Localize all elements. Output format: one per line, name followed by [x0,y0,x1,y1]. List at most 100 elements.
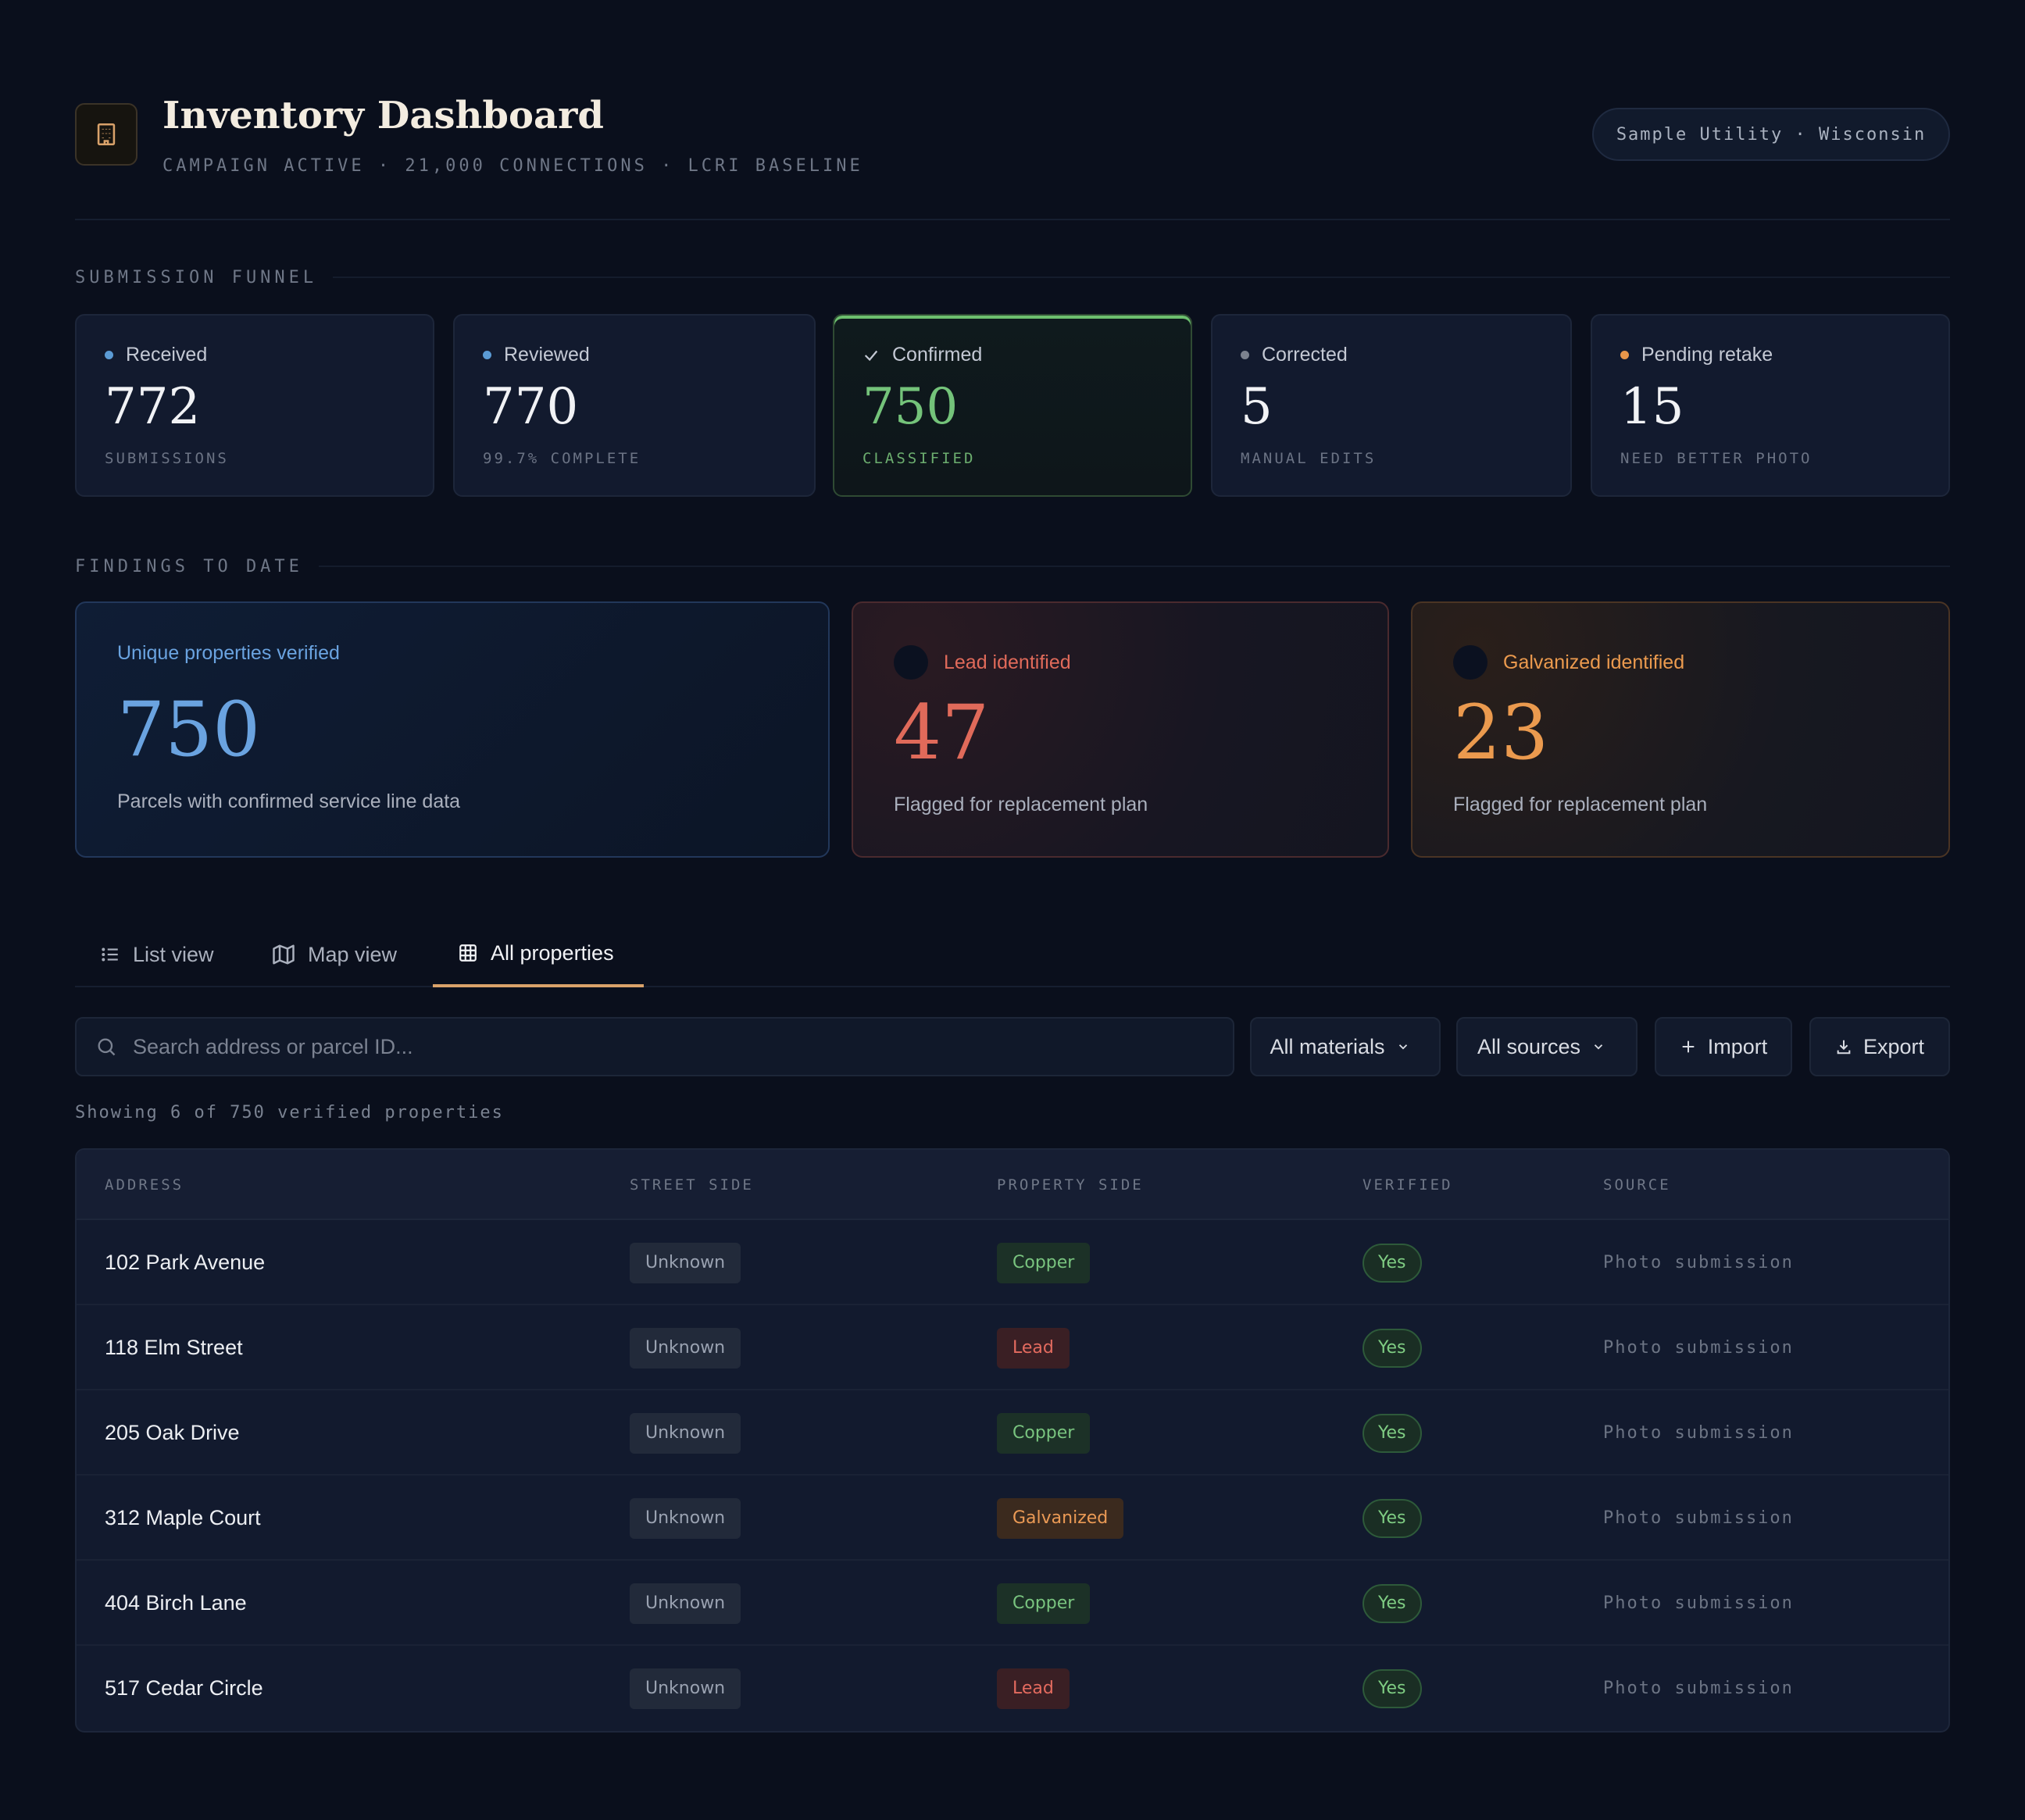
page-subtitle: CAMPAIGN ACTIVE · 21,000 CONNECTIONS · L… [162,156,863,176]
funnel-card-value: 772 [105,378,201,436]
section-label-funnel: SUBMISSION FUNNEL [75,266,1950,289]
cell-source: Photo submission [1603,1679,1794,1698]
section-label-findings: FINDINGS TO DATE [75,555,1950,578]
logo [75,103,138,166]
cell-address: 404 Birch Lane [105,1591,247,1615]
property-side-badge: Copper [997,1242,1091,1283]
list-icon [102,947,118,962]
cell-source: Photo submission [1603,1593,1794,1613]
search-input[interactable] [133,1034,1211,1059]
kpi-card-galvanized: Galvanized identified 23 Flagged for rep… [1411,601,1950,858]
property-side-badge: Lead [997,1668,1070,1709]
table-row[interactable]: 102 Park Avenue Unknown Copper Yes Photo… [77,1220,1948,1305]
verified-badge: Yes [1362,1498,1422,1538]
funnel-card-sub: 99.7% COMPLETE [483,450,641,467]
view-tabs: List view Map view All properties [75,922,1950,987]
property-side-badge: Galvanized [997,1497,1124,1539]
street-side-badge: Unknown [630,1412,741,1454]
funnel-card-received: Received 772 SUBMISSIONS [75,314,434,497]
import-label: Import [1707,1034,1768,1058]
kpi-card-verified: Unique properties verified 750 Parcels w… [75,601,830,858]
street-side-badge: Unknown [630,1668,741,1709]
funnel-card-value: 770 [483,378,579,436]
kpi-label: Galvanized identified [1503,651,1685,673]
tab-label: List view [133,942,214,966]
verified-badge: Yes [1362,1413,1422,1453]
export-label: Export [1862,1034,1925,1058]
status-dot [1241,351,1249,359]
street-side-badge: Unknown [630,1497,741,1539]
page-title: Inventory Dashboard [162,94,604,137]
property-side-badge: Lead [997,1327,1070,1369]
table-row[interactable]: 312 Maple Court Unknown Galvanized Yes P… [77,1476,1948,1561]
funnel-card-label: Confirmed [892,344,983,366]
plus-icon [1682,1040,1695,1053]
verified-badge: Yes [1362,1668,1422,1708]
kpi-label: Lead identified [944,651,1071,673]
property-side-badge: Copper [997,1583,1091,1624]
import-button[interactable]: Import [1655,1017,1792,1076]
materials-dropdown[interactable]: All materials [1250,1017,1441,1076]
kpi-value: 23 [1453,689,1549,776]
cell-source: Photo submission [1603,1423,1794,1443]
findings: Unique properties verified 750 Parcels w… [75,601,1950,858]
status-dot [483,351,491,359]
kpi-desc: Flagged for replacement plan [894,794,1148,815]
funnel-card-reviewed: Reviewed 770 99.7% COMPLETE [453,314,816,497]
kpi-label: Unique properties verified [117,642,340,664]
funnel-card-corrected: Corrected 5 MANUAL EDITS [1211,314,1572,497]
chevron-down-icon [1398,1044,1407,1050]
column-header-source[interactable]: SOURCE [1603,1176,1671,1194]
tab-list-view[interactable]: List view [100,922,214,987]
check-icon [864,350,878,361]
header: Inventory Dashboard CAMPAIGN ACTIVE · 21… [75,94,1950,220]
kpi-desc: Flagged for replacement plan [1453,794,1708,815]
funnel-card-label: Corrected [1262,344,1348,366]
street-side-badge: Unknown [630,1327,741,1369]
status-dot [105,351,113,359]
building-icon [97,123,116,146]
kpi-value: 47 [894,689,990,776]
lead-icon [894,645,928,680]
cell-address: 312 Maple Court [105,1506,261,1529]
toolbar: All materials All sources Import Export [75,1017,1950,1076]
funnel-card-sub: CLASSIFIED [862,450,976,467]
header-divider [75,219,1950,220]
export-button[interactable]: Export [1809,1017,1950,1076]
table-row[interactable]: 205 Oak Drive Unknown Copper Yes Photo s… [77,1390,1948,1476]
status-dot [1620,351,1629,359]
verified-badge: Yes [1362,1583,1422,1623]
funnel-card-sub: NEED BETTER PHOTO [1620,450,1812,467]
property-side-badge: Copper [997,1412,1091,1454]
utility-badge: Sample Utility · Wisconsin [1592,108,1950,161]
tab-label: Map view [308,942,398,966]
table-row[interactable]: 404 Birch Lane Unknown Copper Yes Photo … [77,1561,1948,1646]
tab-all-properties[interactable]: All properties [433,922,644,987]
column-header-verified[interactable]: VERIFIED [1362,1176,1453,1194]
chevron-down-icon [1594,1044,1603,1050]
column-header-property-side[interactable]: PROPERTY SIDE [997,1176,1144,1194]
table-row[interactable]: 517 Cedar Circle Unknown Lead Yes Photo … [77,1646,1948,1731]
cell-address: 102 Park Avenue [105,1251,266,1274]
column-header-address[interactable]: ADDRESS [105,1176,184,1194]
search-box [75,1017,1234,1076]
download-icon [1837,1040,1851,1055]
funnel-card-label: Pending retake [1641,344,1773,366]
results-count: Showing 6 of 750 verified properties [75,1103,504,1122]
cell-source: Photo submission [1603,1338,1794,1358]
sources-dropdown[interactable]: All sources [1456,1017,1638,1076]
table-row[interactable]: 118 Elm Street Unknown Lead Yes Photo su… [77,1305,1948,1390]
table-header: ADDRESS STREET SIDE PROPERTY SIDE VERIFI… [77,1150,1948,1220]
street-side-badge: Unknown [630,1583,741,1624]
funnel-card-label: Received [126,344,208,366]
materials-dropdown-label: All materials [1270,1034,1385,1058]
column-header-street-side[interactable]: STREET SIDE [630,1176,754,1194]
cell-source: Photo submission [1603,1253,1794,1272]
funnel-card-pending-retake: Pending retake 15 NEED BETTER PHOTO [1591,314,1950,497]
funnel-card-value: 750 [862,378,959,436]
kpi-desc: Parcels with confirmed service line data [117,790,461,812]
kpi-value: 750 [117,686,261,773]
properties-table: ADDRESS STREET SIDE PROPERTY SIDE VERIFI… [75,1148,1950,1733]
map-icon [273,944,295,965]
tab-map-view[interactable]: Map view [272,922,397,987]
